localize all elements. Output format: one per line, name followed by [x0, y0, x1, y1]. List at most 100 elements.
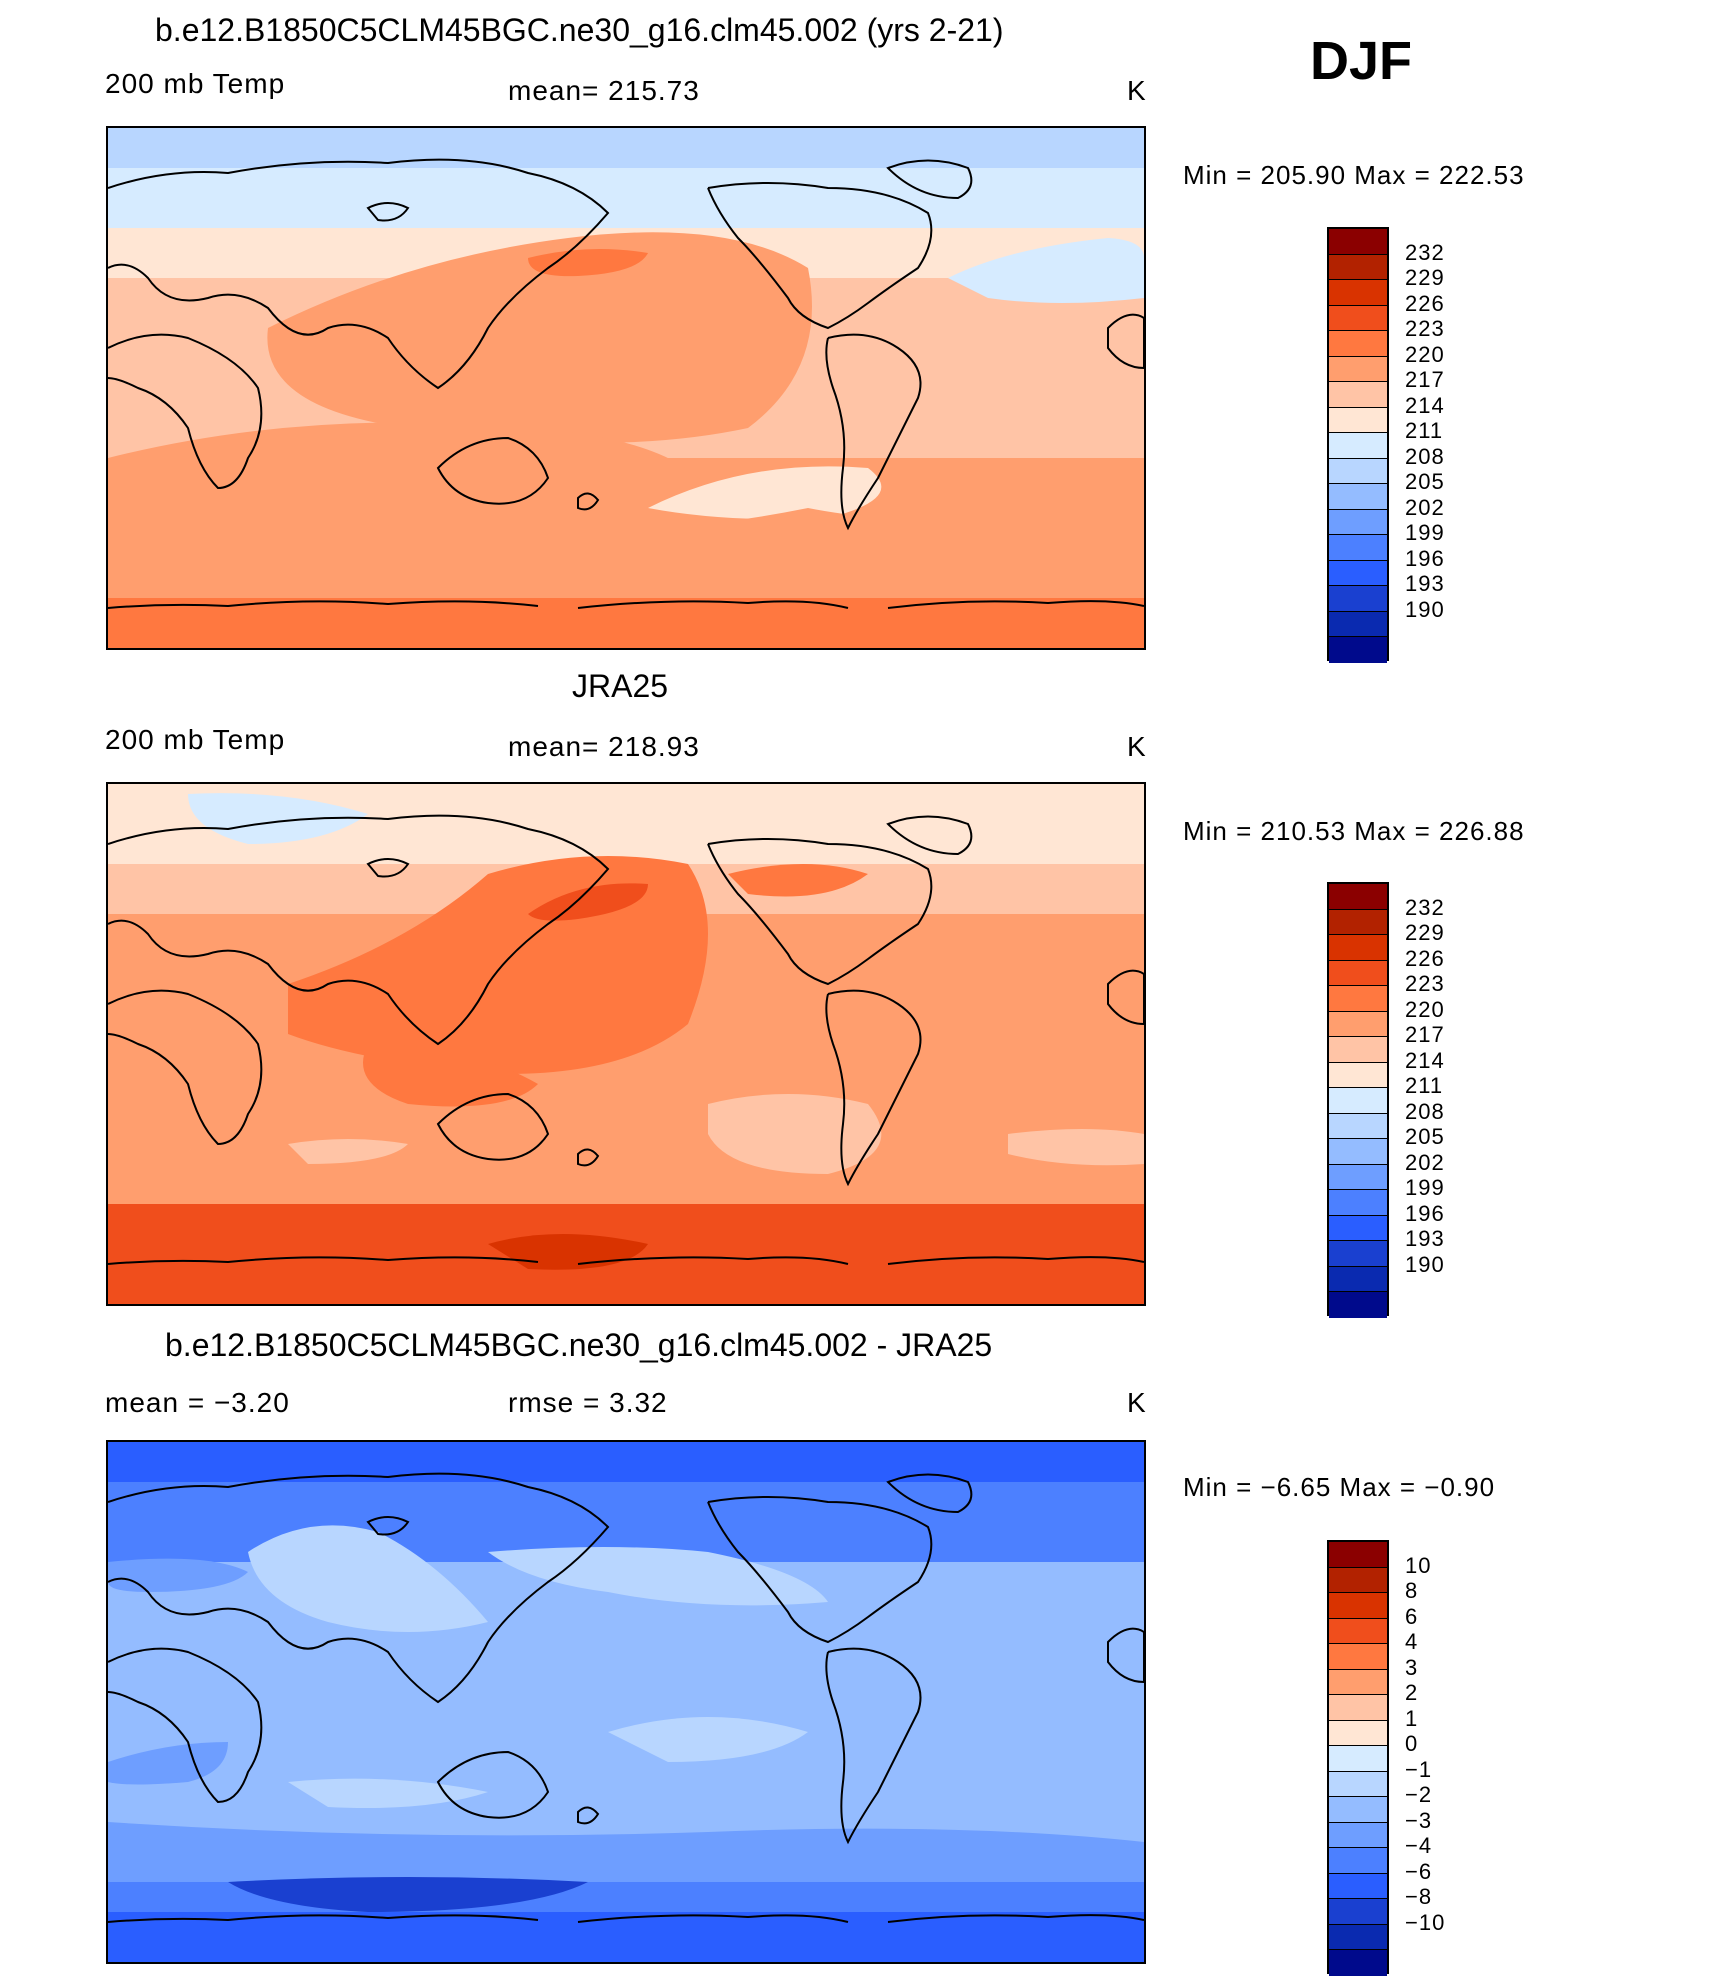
colorbar-label: 205	[1405, 1124, 1445, 1149]
coastline	[886, 159, 973, 200]
colorbar-swatch	[1329, 986, 1387, 1012]
colorbar-swatch	[1329, 884, 1387, 910]
colorbar-swatch	[1329, 280, 1387, 306]
colorbar-label: 4	[1405, 1629, 1419, 1654]
panel-2-mean: mean= 218.93	[508, 731, 700, 762]
colorbar-label: 214	[1405, 1047, 1445, 1073]
colorbar-label: 202	[1405, 494, 1445, 520]
colorbar-swatch	[1329, 611, 1387, 637]
panel-2-units: K	[1127, 731, 1147, 762]
colorbar-swatch	[1329, 1873, 1387, 1899]
coastline	[577, 1914, 849, 1923]
colorbar-swatch	[1329, 458, 1387, 484]
panel-2-variable: 200 mb Temp	[105, 724, 286, 755]
panel-1-title: b.e12.B1850C5CLM45BGC.ne30_g16.clm45.002…	[155, 12, 1004, 48]
colorbar-label: 217	[1405, 1022, 1445, 1047]
coastline	[108, 989, 263, 1146]
contour-region	[948, 238, 1144, 303]
colorbar-label: −2	[1405, 1782, 1433, 1807]
coastline	[108, 333, 263, 490]
colorbar-swatch	[1329, 331, 1387, 357]
coastline	[108, 600, 539, 609]
contour-band	[108, 168, 1144, 228]
colorbar-label: 0	[1405, 1731, 1419, 1756]
colorbar-swatch	[1329, 1292, 1387, 1318]
colorbar-swatch	[1329, 433, 1387, 459]
panel-3-title: b.e12.B1850C5CLM45BGC.ne30_g16.clm45.002…	[165, 1327, 993, 1363]
coastline	[108, 1472, 610, 1704]
colorbar-label: 199	[1405, 1175, 1445, 1200]
colorbar-swatch	[1329, 935, 1387, 961]
coastline	[366, 858, 410, 878]
coastline	[886, 1473, 973, 1514]
colorbar-swatch	[1329, 1037, 1387, 1063]
coastline	[577, 600, 849, 609]
colorbar-swatch	[1329, 1950, 1387, 1976]
colorbar-swatch	[1329, 637, 1387, 663]
contour-region	[648, 466, 882, 520]
contour-region	[528, 883, 648, 921]
contour-region	[528, 249, 648, 277]
colorbar-swatch	[1329, 1593, 1387, 1619]
contour-region	[248, 1525, 488, 1632]
colorbar-swatch	[1329, 1139, 1387, 1165]
colorbar-swatch	[1329, 1771, 1387, 1797]
coastline	[108, 1647, 263, 1804]
contour-region	[288, 1139, 408, 1164]
colorbar-swatch	[1329, 1567, 1387, 1593]
coastline	[366, 1516, 410, 1536]
coastlines	[108, 814, 1144, 1265]
colorbar-swatch	[1329, 509, 1387, 535]
panel-2-minmax: Min = 210.53 Max = 226.88	[1183, 816, 1525, 846]
panel-3-map	[106, 1440, 1146, 1964]
colorbar-label: 6	[1405, 1603, 1419, 1629]
panel-3-rmse: rmse = 3.32	[508, 1387, 668, 1418]
colorbar-swatch	[1329, 1720, 1387, 1746]
contour-region	[288, 1778, 488, 1808]
panel-3-units: K	[1127, 1387, 1147, 1418]
coastline	[707, 182, 933, 330]
panel-1-units: K	[1127, 75, 1147, 106]
contour-band	[108, 1562, 1144, 1872]
colorbar-label: 8	[1405, 1578, 1419, 1603]
colorbar-swatch	[1329, 305, 1387, 331]
colorbar-swatch	[1329, 1822, 1387, 1848]
colorbar-swatch	[1329, 1011, 1387, 1037]
colorbar-label: 202	[1405, 1149, 1445, 1175]
colorbar-label: 2	[1405, 1680, 1419, 1705]
coastline	[1107, 1627, 1144, 1684]
panel-1-mean: mean= 215.73	[508, 75, 700, 106]
panel-3-minmax: Min = −6.65 Max = −0.90	[1183, 1472, 1496, 1502]
coastline	[887, 1256, 1144, 1265]
colorbar-label: 193	[1405, 1226, 1445, 1251]
panel-3-mean: mean = −3.20	[105, 1387, 290, 1418]
contour-region	[608, 1717, 808, 1762]
coastline	[108, 158, 610, 390]
colorbar-label: 229	[1405, 920, 1445, 945]
colorbar-label: 208	[1405, 443, 1445, 469]
panel-1-colorbar	[1327, 227, 1389, 663]
colorbar-label: 226	[1405, 290, 1445, 316]
colorbar-swatch	[1329, 1618, 1387, 1644]
panel-2-title: JRA25	[572, 668, 669, 704]
colorbar-swatch	[1329, 1797, 1387, 1823]
colorbar-label: −3	[1405, 1807, 1433, 1833]
coastline	[577, 1148, 600, 1167]
colorbar-label: 229	[1405, 265, 1445, 290]
colorbar-swatch	[1329, 1899, 1387, 1925]
colorbar-label: 196	[1405, 545, 1445, 571]
colorbar-swatch	[1329, 560, 1387, 586]
coastline	[825, 1647, 922, 1845]
contour-region	[228, 1877, 588, 1912]
colorbar-swatch	[1329, 382, 1387, 408]
coastline	[108, 814, 610, 1046]
colorbar-swatch	[1329, 1088, 1387, 1114]
colorbar-swatch	[1329, 407, 1387, 433]
panel-2-map	[106, 782, 1146, 1306]
colorbar-swatch	[1329, 1062, 1387, 1088]
colorbar-swatch	[1329, 1848, 1387, 1874]
coastline	[577, 1806, 600, 1825]
coastline	[1107, 969, 1144, 1026]
colorbar-label: 190	[1405, 596, 1445, 622]
coastline	[108, 1256, 539, 1265]
